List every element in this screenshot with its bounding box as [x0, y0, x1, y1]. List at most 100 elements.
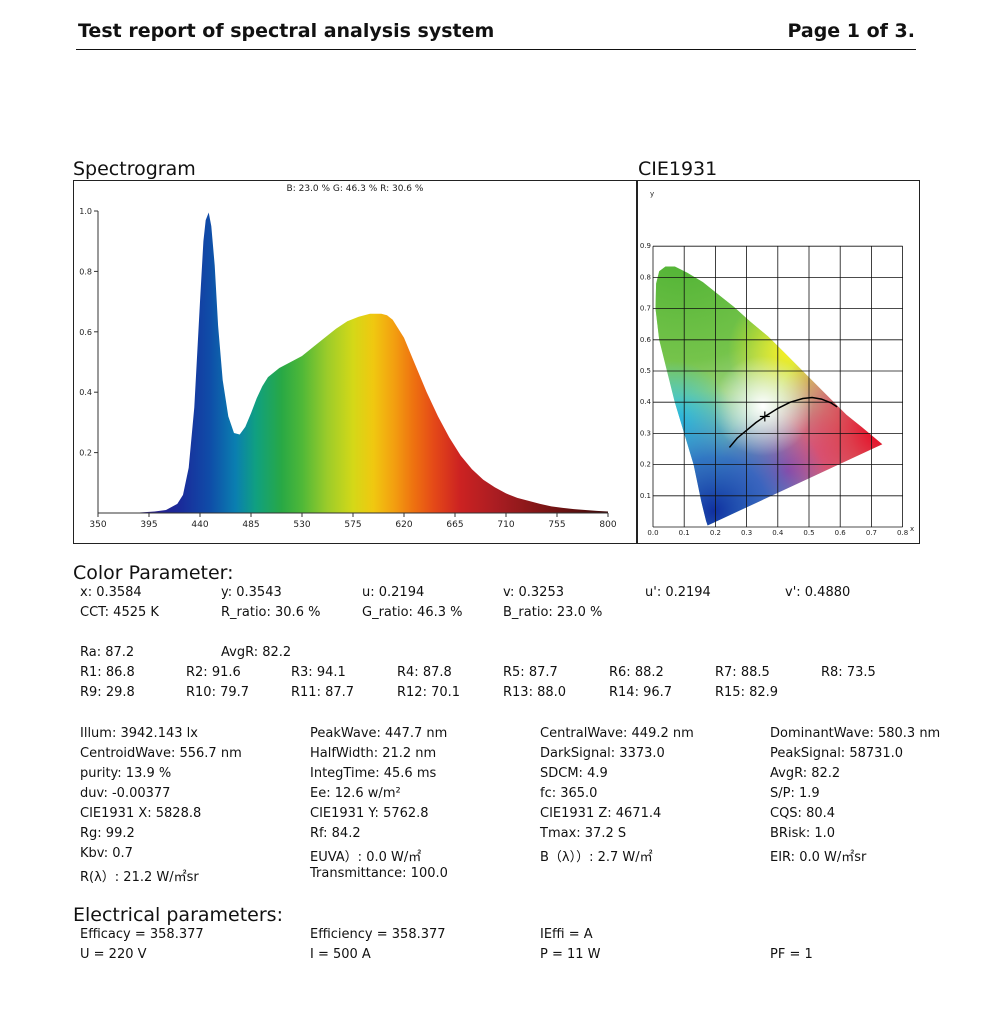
measurement-row: Rg: 99.2 Rf: 84.2 Tmax: 37.2 S BRisk: 1.0: [80, 826, 980, 846]
parameter-value: v': 0.4880: [785, 585, 851, 600]
parameter-value: R2: 91.6: [186, 665, 241, 680]
chromaticity-point-marker: [759, 411, 770, 422]
parameter-value: U = 220 V: [80, 947, 147, 962]
measurement-row: CIE1931 X: 5828.8 CIE1931 Y: 5762.8 CIE193…: [80, 806, 980, 826]
cie-x-tick-label: 0.7: [866, 529, 877, 537]
cie-y-axis-label: y: [650, 190, 654, 198]
parameter-value: R4: 87.8: [397, 665, 452, 680]
parameter-value: R(λ）: 21.2 W/㎡sr: [80, 870, 199, 885]
x-tick-label: 350: [89, 520, 106, 530]
cie-x-tick-label: 0.0: [647, 529, 658, 537]
parameter-value: SDCM: 4.9: [540, 766, 608, 781]
parameter-value: PeakSignal: 58731.0: [770, 746, 904, 761]
spectrogram-panel: B: 23.0 % G: 46.3 % R: 30.6 % 350 395 440 4…: [73, 180, 637, 544]
cie-y-tick-label: 0.4: [640, 398, 652, 406]
rgb-ratio-label: B: 23.0 % G: 46.3 % R: 30.6 %: [287, 184, 424, 194]
cie-y-tick-label: 0.7: [640, 305, 651, 313]
cie-x-tick-label: 0.3: [741, 529, 752, 537]
parameter-value: I = 500 A: [310, 947, 371, 962]
parameter-value: purity: 13.9 %: [80, 766, 172, 781]
x-tick-label: 665: [446, 520, 463, 530]
parameter-value: CIE1931 Z: 4671.4: [540, 806, 662, 821]
cie-y-tick-label: 0.5: [640, 367, 651, 375]
cie-grid: [652, 245, 904, 528]
header-divider: [76, 49, 916, 50]
y-tick-label: 0.4: [79, 388, 92, 397]
parameter-value: IntegTime: 45.6 ms: [310, 766, 437, 781]
parameter-value: R3: 94.1: [291, 665, 346, 680]
parameter-value: Rf: 84.2: [310, 826, 361, 841]
horseshoe-color-fill: [655, 266, 883, 526]
parameter-value: DarkSignal: 3373.0: [540, 746, 665, 761]
color-parameter-row: CCT: 4525 K R_ratio: 30.6 % G_ratio: 46.3 …: [80, 605, 980, 625]
parameter-value: Rg: 99.2: [80, 826, 135, 841]
parameter-value: Efficacy = 358.377: [80, 927, 204, 942]
parameter-value: S/P: 1.9: [770, 786, 820, 801]
y-tick-label: 0.6: [79, 328, 92, 337]
measurement-row: Kbv: 0.7 EUVA）: 0.0 W/㎡ B（λ））: 2.7 W/㎡ EIR:…: [80, 846, 980, 866]
parameter-value: HalfWidth: 21.2 nm: [310, 746, 437, 761]
color-parameter-row: Ra: 87.2 AvgR: 82.2: [80, 645, 980, 665]
parameter-value: P = 11 W: [540, 947, 601, 962]
parameter-value: R_ratio: 30.6 %: [221, 605, 321, 620]
parameter-value: u: 0.2194: [362, 585, 425, 600]
electrical-parameters-title: Electrical parameters:: [73, 904, 283, 926]
spectrogram-title: Spectrogram: [73, 158, 196, 180]
parameter-value: R12: 70.1: [397, 685, 461, 700]
cie-x-tick-label: 0.1: [679, 529, 690, 537]
parameter-value: duv: -0.00377: [80, 786, 171, 801]
cie-x-tick-label: 0.5: [803, 529, 814, 537]
parameter-value: fc: 365.0: [540, 786, 598, 801]
electrical-parameter-row: U = 220 V I = 500 A P = 11 W PF = 1: [80, 947, 980, 967]
measurement-row: purity: 13.9 % IntegTime: 45.6 ms SDCM: 4.…: [80, 766, 980, 786]
y-tick-label: 0.8: [79, 267, 92, 276]
parameter-value: G_ratio: 46.3 %: [362, 605, 463, 620]
x-tick-label: 800: [599, 520, 616, 530]
parameter-value: v: 0.3253: [503, 585, 564, 600]
cie-x-tick-label: 0.8: [897, 529, 908, 537]
y-tick-label: 0.2: [79, 449, 92, 458]
parameter-value: R6: 88.2: [609, 665, 664, 680]
y-tick-label: 1.0: [79, 207, 92, 216]
cie-y-tick-label: 0.3: [640, 429, 651, 437]
parameter-value: AvgR: 82.2: [770, 766, 841, 781]
parameter-value: R8: 73.5: [821, 665, 876, 680]
parameter-value: CIE1931 Y: 5762.8: [310, 806, 429, 821]
parameter-value: PeakWave: 447.7 nm: [310, 726, 448, 741]
parameter-value: x: 0.3584: [80, 585, 142, 600]
cie-y-tick-label: 0.2: [640, 461, 651, 469]
color-parameter-title: Color Parameter:: [73, 562, 234, 584]
parameter-value: CentroidWave: 556.7 nm: [80, 746, 242, 761]
spectrogram-chart: B: 23.0 % G: 46.3 % R: 30.6 % 350 395 440 4…: [79, 184, 617, 530]
measurement-row: CentroidWave: 556.7 nm HalfWidth: 21.2 nm…: [80, 746, 980, 766]
parameter-value: PF = 1: [770, 947, 813, 962]
cie-chromaticity-diagram: y x 0.0 0.1 0.2 0.3 0.4 0.5 0.6 0.7 0.8 0.1 0.2 0.3…: [640, 190, 914, 537]
x-tick-label: 710: [497, 520, 514, 530]
parameter-value: R5: 87.7: [503, 665, 558, 680]
cie-x-tick-label: 0.2: [710, 529, 721, 537]
parameter-value: DominantWave: 580.3 nm: [770, 726, 941, 741]
parameter-value: IEffi = A: [540, 927, 593, 942]
parameter-value: R7: 88.5: [715, 665, 770, 680]
cie-x-tick-label: 0.4: [772, 529, 784, 537]
parameter-value: R15: 82.9: [715, 685, 779, 700]
measurement-row: duv: -0.00377 Ee: 12.6 w/m² fc: 365.0 S/P: …: [80, 786, 980, 806]
x-tick-label: 530: [293, 520, 310, 530]
parameter-value: CentralWave: 449.2 nm: [540, 726, 694, 741]
parameter-value: BRisk: 1.0: [770, 826, 836, 841]
planckian-locus: [728, 396, 838, 448]
parameter-value: R11: 87.7: [291, 685, 355, 700]
parameter-value: Transmittance: 100.0: [310, 866, 448, 881]
color-parameter-row: R9: 29.8 R10: 79.7 R11: 87.7 R12: 70.1 R13: …: [80, 685, 980, 705]
parameter-value: R9: 29.8: [80, 685, 135, 700]
parameter-value: R1: 86.8: [80, 665, 135, 680]
parameter-value: R10: 79.7: [186, 685, 250, 700]
cie-y-tick-label: 0.8: [640, 273, 651, 281]
x-tick-label: 575: [344, 520, 361, 530]
cie-x-axis-label: x: [910, 525, 914, 533]
x-tick-label: 440: [191, 520, 208, 530]
cie-y-tick-label: 0.6: [640, 336, 652, 344]
parameter-value: CIE1931 X: 5828.8: [80, 806, 202, 821]
electrical-parameter-row: Efficacy = 358.377 Efficiency = 358.377 IE…: [80, 927, 980, 947]
measurement-row: R(λ）: 21.2 W/㎡sr Transmittance: 100.0: [80, 866, 980, 886]
